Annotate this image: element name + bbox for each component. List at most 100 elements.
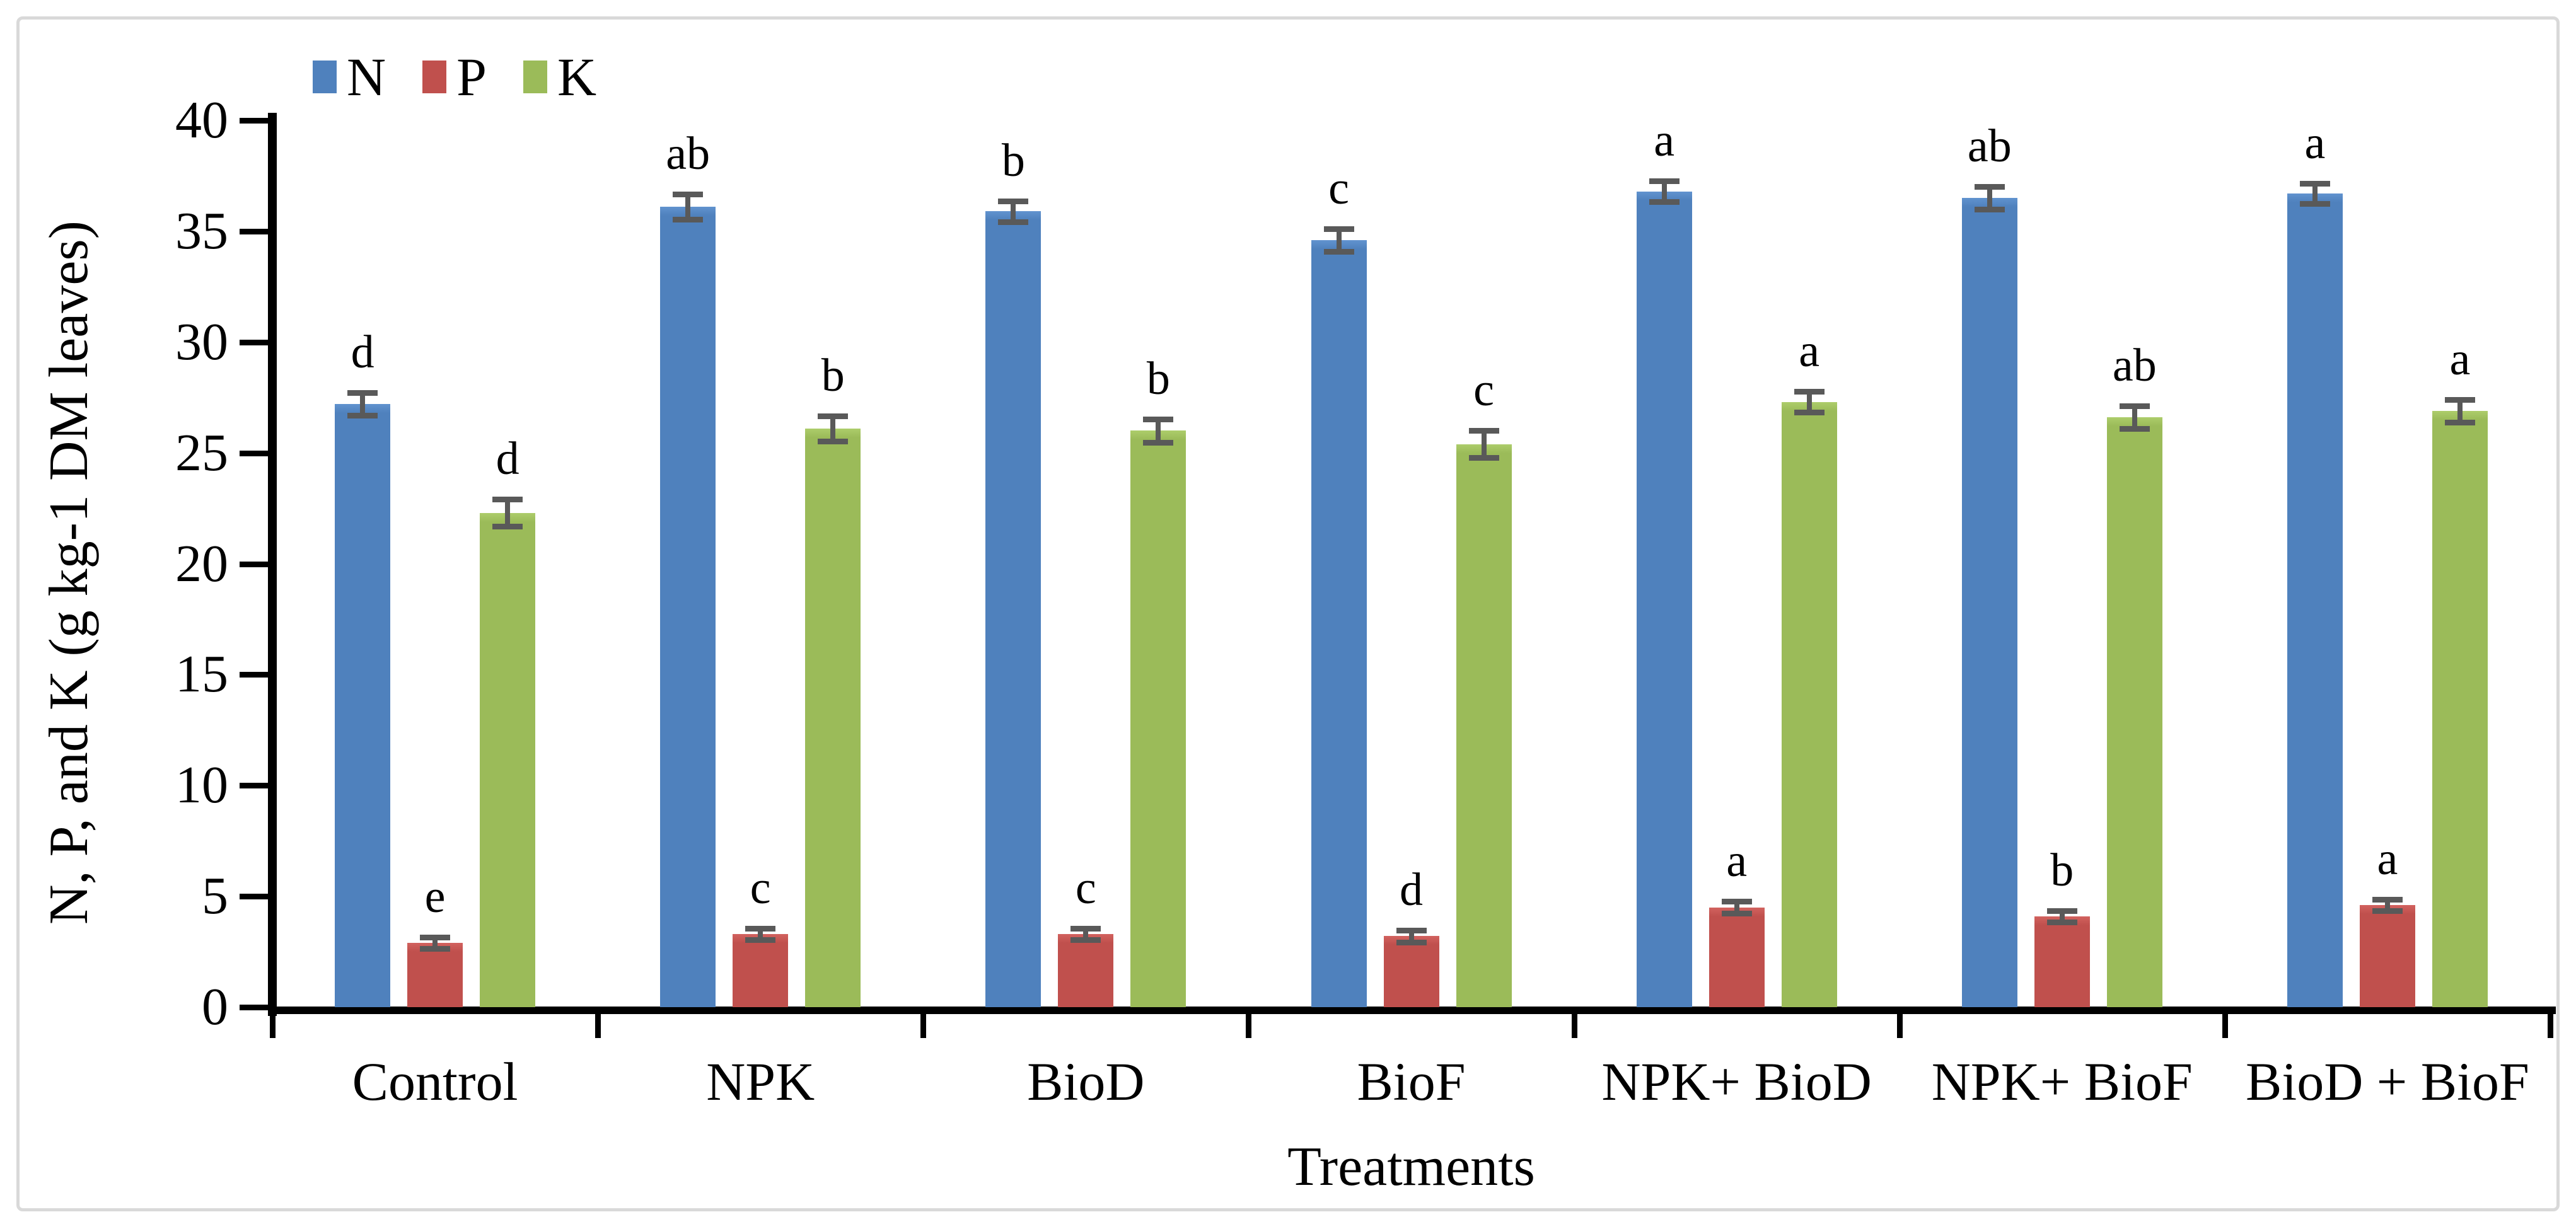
bar-k-2 — [805, 428, 861, 1007]
bar-k-6 — [2106, 417, 2162, 1007]
significance-letter: c — [1328, 162, 1349, 214]
y-tick-mark — [240, 450, 268, 456]
error-bar-cap — [673, 217, 704, 222]
error-bar-cap — [2046, 920, 2077, 926]
significance-letter: b — [2050, 844, 2074, 896]
significance-letter: a — [2449, 333, 2471, 385]
y-tick-mark — [240, 894, 268, 900]
error-bar — [505, 502, 511, 524]
y-tick-label: 0 — [202, 978, 228, 1036]
significance-letter: d — [496, 433, 519, 485]
error-bar-cap — [1070, 925, 1101, 932]
significance-letter: a — [2304, 117, 2326, 169]
bar-k-4 — [1456, 444, 1512, 1007]
x-tick-mark — [2548, 1014, 2553, 1038]
error-bar — [1083, 930, 1089, 938]
error-bar — [1806, 394, 1812, 410]
error-bar — [1987, 189, 1992, 207]
significance-letter: a — [1799, 325, 1820, 378]
y-tick-label: 35 — [175, 201, 228, 260]
error-bar-cap — [2372, 896, 2403, 903]
significance-letter: c — [1473, 364, 1494, 416]
bar-n-4 — [1311, 239, 1367, 1007]
error-bar-cap — [1794, 389, 1825, 395]
error-bar-cap — [1721, 899, 1752, 905]
error-bar — [685, 197, 691, 217]
error-bar-cap — [1974, 207, 2005, 213]
category-label: Control — [352, 1051, 518, 1112]
significance-letter: d — [1400, 864, 1423, 916]
legend-label: K — [557, 47, 597, 107]
y-tick-mark — [240, 672, 268, 678]
error-bar-cap — [2444, 396, 2475, 403]
x-tick-mark — [2222, 1014, 2228, 1038]
significance-letter: b — [1001, 134, 1025, 187]
error-bar — [2457, 401, 2463, 420]
significance-letter: a — [1654, 115, 1675, 167]
bar-p-7 — [2359, 905, 2415, 1007]
y-tick-label: 30 — [175, 312, 228, 371]
error-bar-cap — [1070, 937, 1101, 943]
error-bar-cap — [2119, 403, 2150, 410]
error-bar — [2059, 913, 2065, 920]
y-tick-mark — [240, 1005, 268, 1010]
legend-label: P — [456, 47, 487, 107]
error-bar-cap — [1143, 439, 1174, 446]
bar-p-6 — [2034, 916, 2090, 1007]
x-tick-mark — [595, 1014, 601, 1038]
x-axis-title: Treatments — [1287, 1136, 1535, 1197]
error-bar-cap — [1396, 928, 1427, 934]
significance-letter: b — [1146, 353, 1170, 405]
significance-letter: a — [1726, 835, 1748, 887]
significance-letter: c — [750, 862, 771, 914]
significance-letter: d — [351, 326, 374, 379]
x-tick-mark — [1571, 1014, 1577, 1038]
error-bar — [1408, 933, 1414, 940]
error-bar-cap — [1794, 410, 1825, 416]
bar-k-3 — [1130, 430, 1186, 1007]
error-bar — [1481, 432, 1487, 456]
y-tick-mark — [240, 118, 268, 124]
error-bar — [2312, 185, 2318, 202]
significance-letter: a — [2377, 833, 2398, 885]
error-bar-cap — [420, 934, 451, 940]
error-bar-cap — [1323, 249, 1354, 255]
legend-swatch-p — [422, 61, 447, 93]
bar-n-1 — [335, 404, 391, 1007]
y-tick-label: 20 — [175, 534, 228, 593]
error-bar-cap — [492, 524, 523, 530]
x-tick-mark — [1896, 1014, 1903, 1038]
error-bar-cap — [2119, 426, 2150, 432]
y-tick-label: 25 — [175, 423, 228, 482]
significance-letter: e — [424, 870, 446, 923]
error-bar-cap — [347, 413, 378, 419]
significance-letter: ab — [2112, 340, 2157, 392]
bar-k-7 — [2432, 410, 2488, 1007]
bar-n-3 — [985, 211, 1041, 1007]
legend-item: P — [422, 50, 487, 104]
category-label: BioF — [1357, 1051, 1466, 1112]
error-bar-cap — [2372, 908, 2403, 915]
category-label: NPK+ BioF — [1931, 1051, 2193, 1112]
significance-letter: ab — [1967, 120, 2012, 173]
error-bar-cap — [1649, 178, 1680, 185]
error-bar — [1156, 422, 1161, 440]
error-bar — [1011, 203, 1016, 219]
legend-item: K — [523, 50, 596, 104]
y-tick-mark — [240, 228, 268, 234]
error-bar-cap — [818, 438, 849, 444]
bar-k-5 — [1781, 401, 1837, 1007]
y-tick-label: 10 — [175, 756, 228, 815]
y-axis-line — [268, 113, 277, 1016]
legend-swatch-n — [313, 61, 337, 93]
x-tick-mark — [1246, 1014, 1252, 1038]
error-bar-cap — [1323, 226, 1354, 232]
y-tick-label: 15 — [175, 645, 228, 704]
error-bar-cap — [1721, 910, 1752, 916]
bar-n-7 — [2287, 193, 2343, 1007]
significance-letter: b — [821, 350, 845, 402]
error-bar-cap — [2299, 201, 2330, 207]
y-tick-mark — [240, 783, 268, 789]
error-bar-cap — [1974, 184, 2005, 190]
